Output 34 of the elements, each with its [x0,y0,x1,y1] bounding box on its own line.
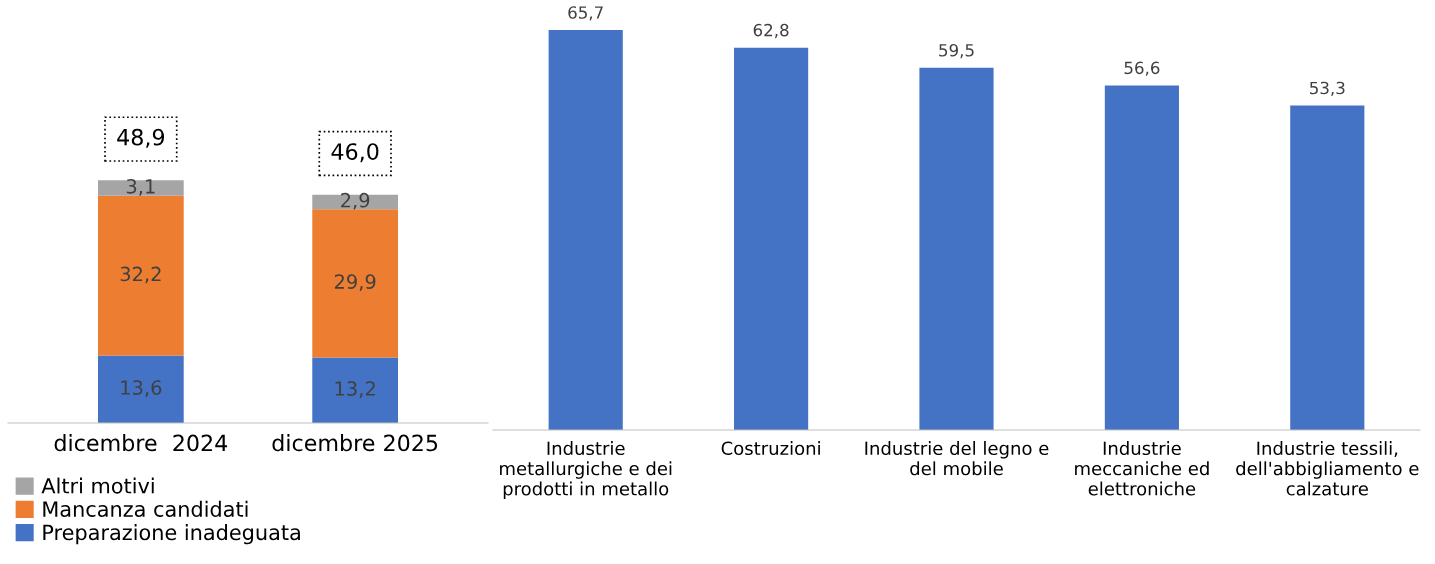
bar [919,67,994,430]
data-label: 13,2 [335,381,375,398]
total-label: 48,9 [117,128,165,148]
bar [548,30,623,430]
bar [312,194,398,210]
data-label: 56,6 [1124,61,1160,76]
bar [312,357,398,423]
bar [98,355,184,423]
bar [1104,85,1179,430]
legend-label: Preparazione inadeguata [43,524,300,545]
data-label: 59,5 [939,43,974,59]
data-label: 2,9 [341,192,370,210]
data-label: 62,8 [753,23,789,39]
bar [98,195,184,356]
data-label: 53,3 [1310,81,1345,96]
bar [312,209,398,358]
x-tick-label: dicembre 2025 [272,434,438,452]
x-tick-label: Industrie tessili, dell'abbigliamento e calzature [1236,441,1419,496]
legend-label: Altri motivi [41,477,154,494]
data-label: 13,6 [121,380,162,397]
data-label: 29,9 [334,274,376,291]
total-label: 46,0 [331,143,379,163]
x-tick-label: Industrie del legno e del mobile [865,441,1049,476]
x-tick-label: dicembre 2024 [54,434,228,452]
legend-label: Mancanza candidati [43,500,248,517]
x-tick-label: Industrie meccaniche ed elettroniche [1075,441,1209,496]
data-label: 32,2 [120,266,161,284]
data-label: 3,1 [126,178,155,196]
x-tick-label: Industrie metallurgiche e dei prodotti in metallo [500,441,672,500]
bar [98,180,184,196]
bar [734,47,809,430]
x-tick-label: Costruzioni [721,441,820,456]
data-label: 65,7 [568,6,603,21]
bar [1290,105,1365,430]
